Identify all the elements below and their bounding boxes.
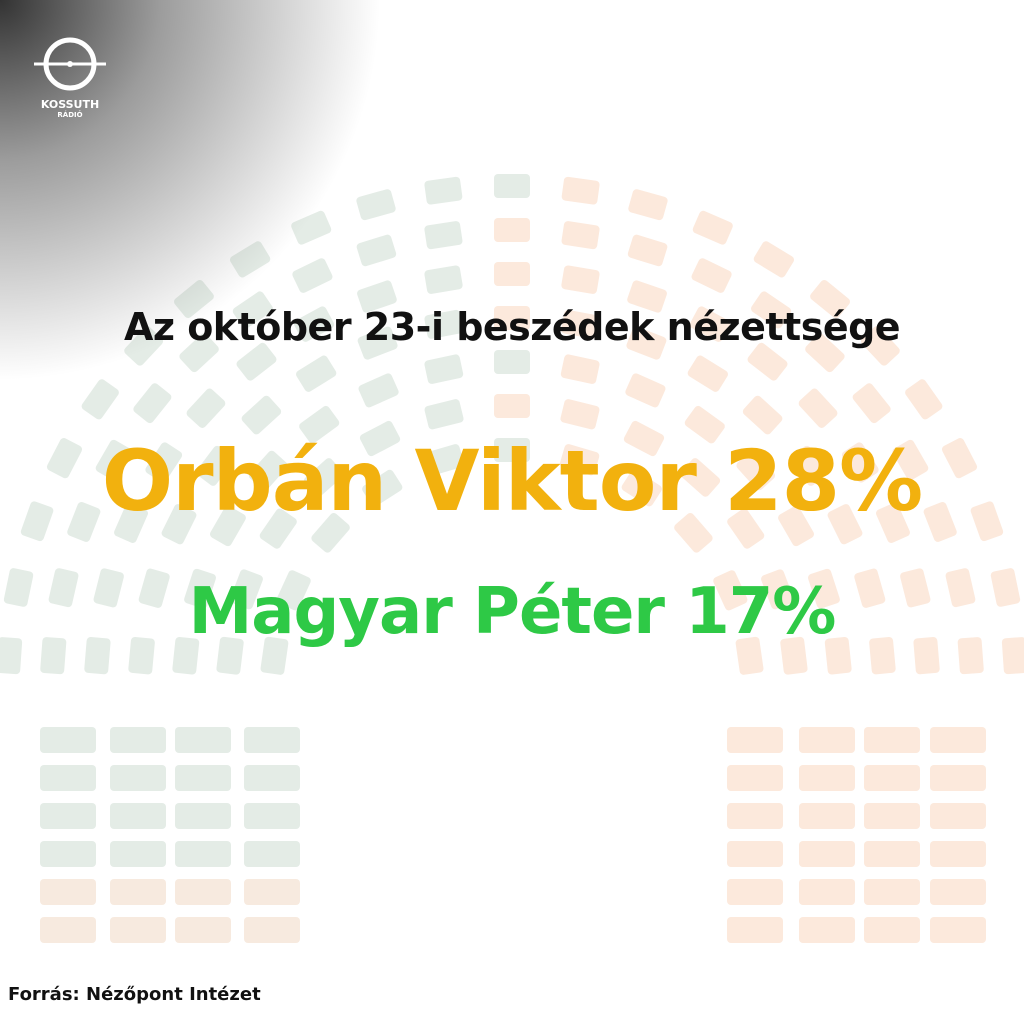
seat xyxy=(930,879,986,905)
seat xyxy=(40,765,96,791)
logo: KOSSUTH RÁDIÓ xyxy=(30,36,110,119)
seat xyxy=(799,727,855,753)
seat xyxy=(727,879,783,905)
seat xyxy=(930,803,986,829)
seat xyxy=(292,258,333,293)
seat xyxy=(799,879,855,905)
seat xyxy=(799,841,855,867)
seat xyxy=(930,917,986,943)
seat xyxy=(424,399,464,430)
seat xyxy=(930,727,986,753)
seat xyxy=(244,727,300,753)
seat xyxy=(864,879,920,905)
seat xyxy=(424,221,463,250)
seat xyxy=(494,350,530,374)
seat xyxy=(691,258,732,293)
seat xyxy=(727,765,783,791)
seat xyxy=(742,395,783,435)
seat xyxy=(358,373,399,408)
seat xyxy=(561,265,600,294)
seat xyxy=(864,727,920,753)
seat xyxy=(625,373,666,408)
seat xyxy=(110,727,166,753)
seat xyxy=(864,803,920,829)
seat xyxy=(133,383,172,424)
seat xyxy=(799,765,855,791)
seat xyxy=(175,803,231,829)
seat xyxy=(244,803,300,829)
seat xyxy=(753,241,794,278)
seat xyxy=(864,841,920,867)
seat xyxy=(799,803,855,829)
seat xyxy=(560,399,600,430)
seat xyxy=(291,210,332,245)
seat xyxy=(40,841,96,867)
seat xyxy=(799,917,855,943)
seat xyxy=(110,841,166,867)
seat xyxy=(40,879,96,905)
seat xyxy=(852,383,891,424)
seat xyxy=(81,379,119,420)
seat xyxy=(930,841,986,867)
logo-name: KOSSUTH xyxy=(40,98,100,111)
seat xyxy=(110,879,166,905)
seat xyxy=(930,765,986,791)
headline-magyar: Magyar Péter 17% xyxy=(188,575,837,649)
seat xyxy=(727,841,783,867)
seat xyxy=(244,917,300,943)
seat xyxy=(628,189,668,221)
seat xyxy=(175,879,231,905)
seat xyxy=(627,234,668,267)
seat xyxy=(296,355,337,392)
seat xyxy=(560,354,600,384)
seat xyxy=(356,234,397,267)
seat xyxy=(244,841,300,867)
seat xyxy=(424,354,464,384)
seat xyxy=(175,727,231,753)
seat xyxy=(40,917,96,943)
seat xyxy=(905,379,943,420)
headline-orban: Orbán Viktor 28% xyxy=(101,432,923,530)
seat xyxy=(864,917,920,943)
seat xyxy=(494,394,530,418)
seat xyxy=(424,176,463,205)
seat xyxy=(186,388,226,428)
seat xyxy=(244,879,300,905)
seat xyxy=(230,241,271,278)
seat xyxy=(494,174,530,198)
source: Forrás: Nézőpont Intézet xyxy=(8,984,261,1005)
logo-subname: RÁDIÓ xyxy=(57,111,83,119)
seat xyxy=(727,727,783,753)
seat xyxy=(175,765,231,791)
seat xyxy=(494,218,530,242)
seat xyxy=(175,841,231,867)
seat xyxy=(175,917,231,943)
seat xyxy=(110,803,166,829)
seat xyxy=(110,765,166,791)
seat xyxy=(356,189,396,221)
seat xyxy=(727,803,783,829)
seat xyxy=(687,355,728,392)
seat xyxy=(110,917,166,943)
seat xyxy=(727,917,783,943)
seat xyxy=(561,221,600,250)
seat xyxy=(798,388,838,428)
seat xyxy=(494,262,530,286)
logo-icon xyxy=(34,37,106,91)
title: Az október 23-i beszédek nézettsége xyxy=(123,305,901,349)
seat xyxy=(241,395,282,435)
seat xyxy=(244,765,300,791)
seat xyxy=(424,265,463,294)
seat xyxy=(40,803,96,829)
seat xyxy=(40,727,96,753)
seat xyxy=(561,176,600,205)
seat xyxy=(692,210,733,245)
seat xyxy=(864,765,920,791)
